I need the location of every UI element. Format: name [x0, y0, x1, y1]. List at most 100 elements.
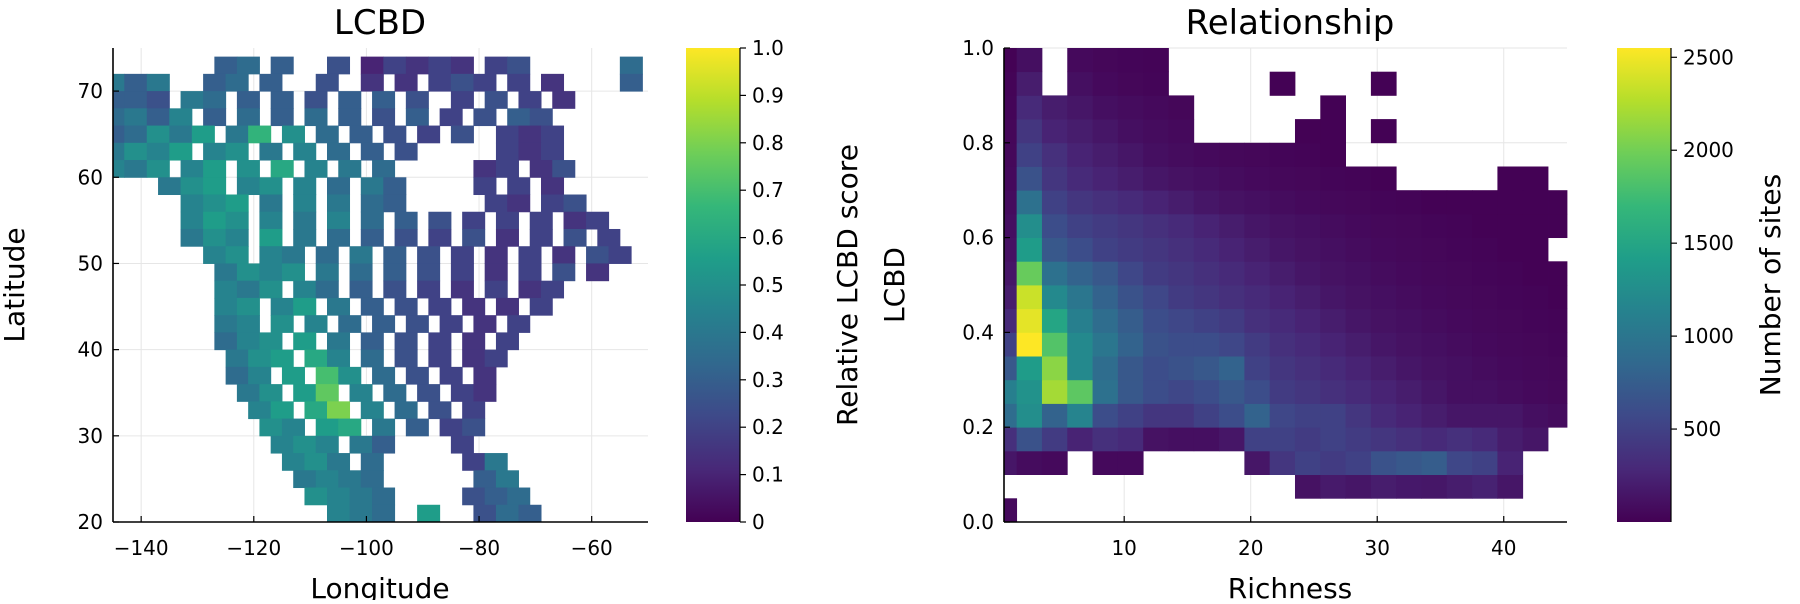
relationship-cell — [1193, 237, 1220, 262]
lcbd-map-cell — [180, 194, 204, 213]
lcbd-map-cell — [383, 194, 407, 213]
relationship-cell — [1067, 119, 1093, 144]
relationship-cell — [1370, 71, 1397, 96]
lcbd-map-cell — [203, 142, 227, 161]
relationship-cell — [1320, 356, 1346, 381]
lcbd-colorbar-tick-label: 0.6 — [752, 226, 784, 250]
lcbd-map-cell — [383, 56, 407, 75]
relationship-cell — [1320, 166, 1346, 191]
lcbd-map-cell — [484, 56, 508, 75]
lcbd-map-xtick-label: −140 — [114, 536, 169, 560]
lcbd-map-cell — [113, 108, 125, 127]
relationship-cell — [1370, 119, 1397, 144]
lcbd-map-cell — [146, 108, 170, 127]
lcbd-map-cell — [484, 280, 508, 299]
lcbd-map-cell — [146, 125, 170, 144]
relationship-cell — [1168, 95, 1195, 120]
lcbd-map-cell — [214, 263, 238, 282]
relationship-cell — [1004, 261, 1018, 286]
lcbd-map-cell — [338, 366, 362, 385]
relationship-cell — [1067, 427, 1093, 452]
lcbd-map-cell — [360, 332, 384, 351]
lcbd-map-cell — [450, 125, 474, 144]
lcbd-map-cell — [338, 470, 362, 489]
lcbd-map-cell — [248, 125, 272, 144]
relationship-cell — [1345, 356, 1372, 381]
lcbd-map-cell — [180, 91, 204, 109]
relationship-cell — [1472, 285, 1498, 310]
lcbd-map-cell — [248, 349, 272, 368]
relationship-cell — [1219, 190, 1245, 215]
relationship-cell — [1522, 285, 1549, 310]
relationship-cell — [1193, 427, 1220, 452]
relationship-cell — [1067, 48, 1093, 73]
lcbd-map-cell — [146, 160, 170, 178]
lcbd-map-cell — [619, 73, 643, 92]
relationship-cell — [1472, 237, 1498, 262]
lcbd-map-cell — [113, 91, 125, 109]
relationship-cell — [1345, 450, 1372, 475]
lcbd-map-ytick-label: 50 — [78, 251, 103, 275]
relationship-cell — [1370, 450, 1397, 475]
lcbd-map-cell — [462, 453, 486, 471]
relationship-cell — [1219, 237, 1245, 262]
lcbd-map-cell — [315, 263, 339, 282]
relationship-cell — [1092, 261, 1119, 286]
lcbd-map-cell — [180, 228, 204, 247]
relationship-cell — [1472, 190, 1498, 215]
lcbd-map-cell — [372, 366, 396, 385]
lcbd-map-cell — [236, 315, 260, 333]
lcbd-colorbar-tick-label: 0.8 — [752, 131, 784, 155]
relationship-cell — [1370, 356, 1397, 381]
relationship-cell — [1522, 427, 1549, 452]
lcbd-map-cell — [383, 125, 407, 144]
lcbd-map-cell — [281, 263, 305, 282]
lcbd-map-cell — [450, 384, 474, 402]
relationship-cell — [1004, 213, 1018, 238]
lcbd-map-cell — [405, 108, 429, 127]
lcbd-map-cell — [214, 280, 238, 299]
relationship-cell — [1345, 332, 1372, 357]
relationship-cell — [1092, 119, 1119, 144]
lcbd-map-cell — [327, 211, 351, 230]
relationship-cell — [1168, 190, 1195, 215]
relationship-cell — [1143, 71, 1169, 96]
relationship-cell — [1219, 379, 1245, 404]
relationship-cell — [1345, 261, 1372, 286]
lcbd-map-cell — [372, 315, 396, 333]
relationship-cell — [1004, 95, 1018, 120]
lcbd-map-cell — [473, 470, 497, 489]
lcbd-map-cell — [507, 56, 531, 75]
lcbd-map-cell — [203, 91, 227, 109]
lcbd-colorbar-tick-label: 0.3 — [752, 368, 784, 392]
relationship-cell — [1370, 403, 1397, 428]
relationship-cell — [1472, 427, 1498, 452]
lcbd-map-cell — [169, 142, 193, 161]
relationship-cell — [1497, 403, 1524, 428]
lcbd-map-cell — [349, 487, 373, 506]
relationship-cell — [1472, 213, 1498, 238]
relationship-cell — [1522, 332, 1549, 357]
lcbd-map-cell — [259, 246, 283, 264]
relationship-cell — [1219, 356, 1245, 381]
relationship-cell — [1269, 356, 1296, 381]
lcbd-map-cell — [270, 349, 294, 368]
relationship-cell — [1143, 356, 1169, 381]
lcbd-map-cell — [349, 504, 373, 522]
lcbd-map-cell — [529, 160, 553, 178]
lcbd-map-cell — [214, 332, 238, 351]
relationship-cell — [1421, 356, 1448, 381]
relationship-cells — [1004, 48, 1568, 523]
relationship-cell — [1294, 190, 1321, 215]
relationship-cell — [1117, 237, 1144, 262]
lcbd-map-cell — [203, 73, 227, 92]
lcbd-map-cell — [552, 246, 576, 264]
lcbd-map-cell — [372, 504, 396, 522]
relationship-cell — [1168, 261, 1195, 286]
lcbd-map-cell — [507, 487, 531, 506]
relationship-cell — [1497, 285, 1524, 310]
lcbd-map-cell — [236, 160, 260, 178]
relationship-cell — [1497, 308, 1524, 333]
lcbd-map-cell — [518, 263, 542, 282]
